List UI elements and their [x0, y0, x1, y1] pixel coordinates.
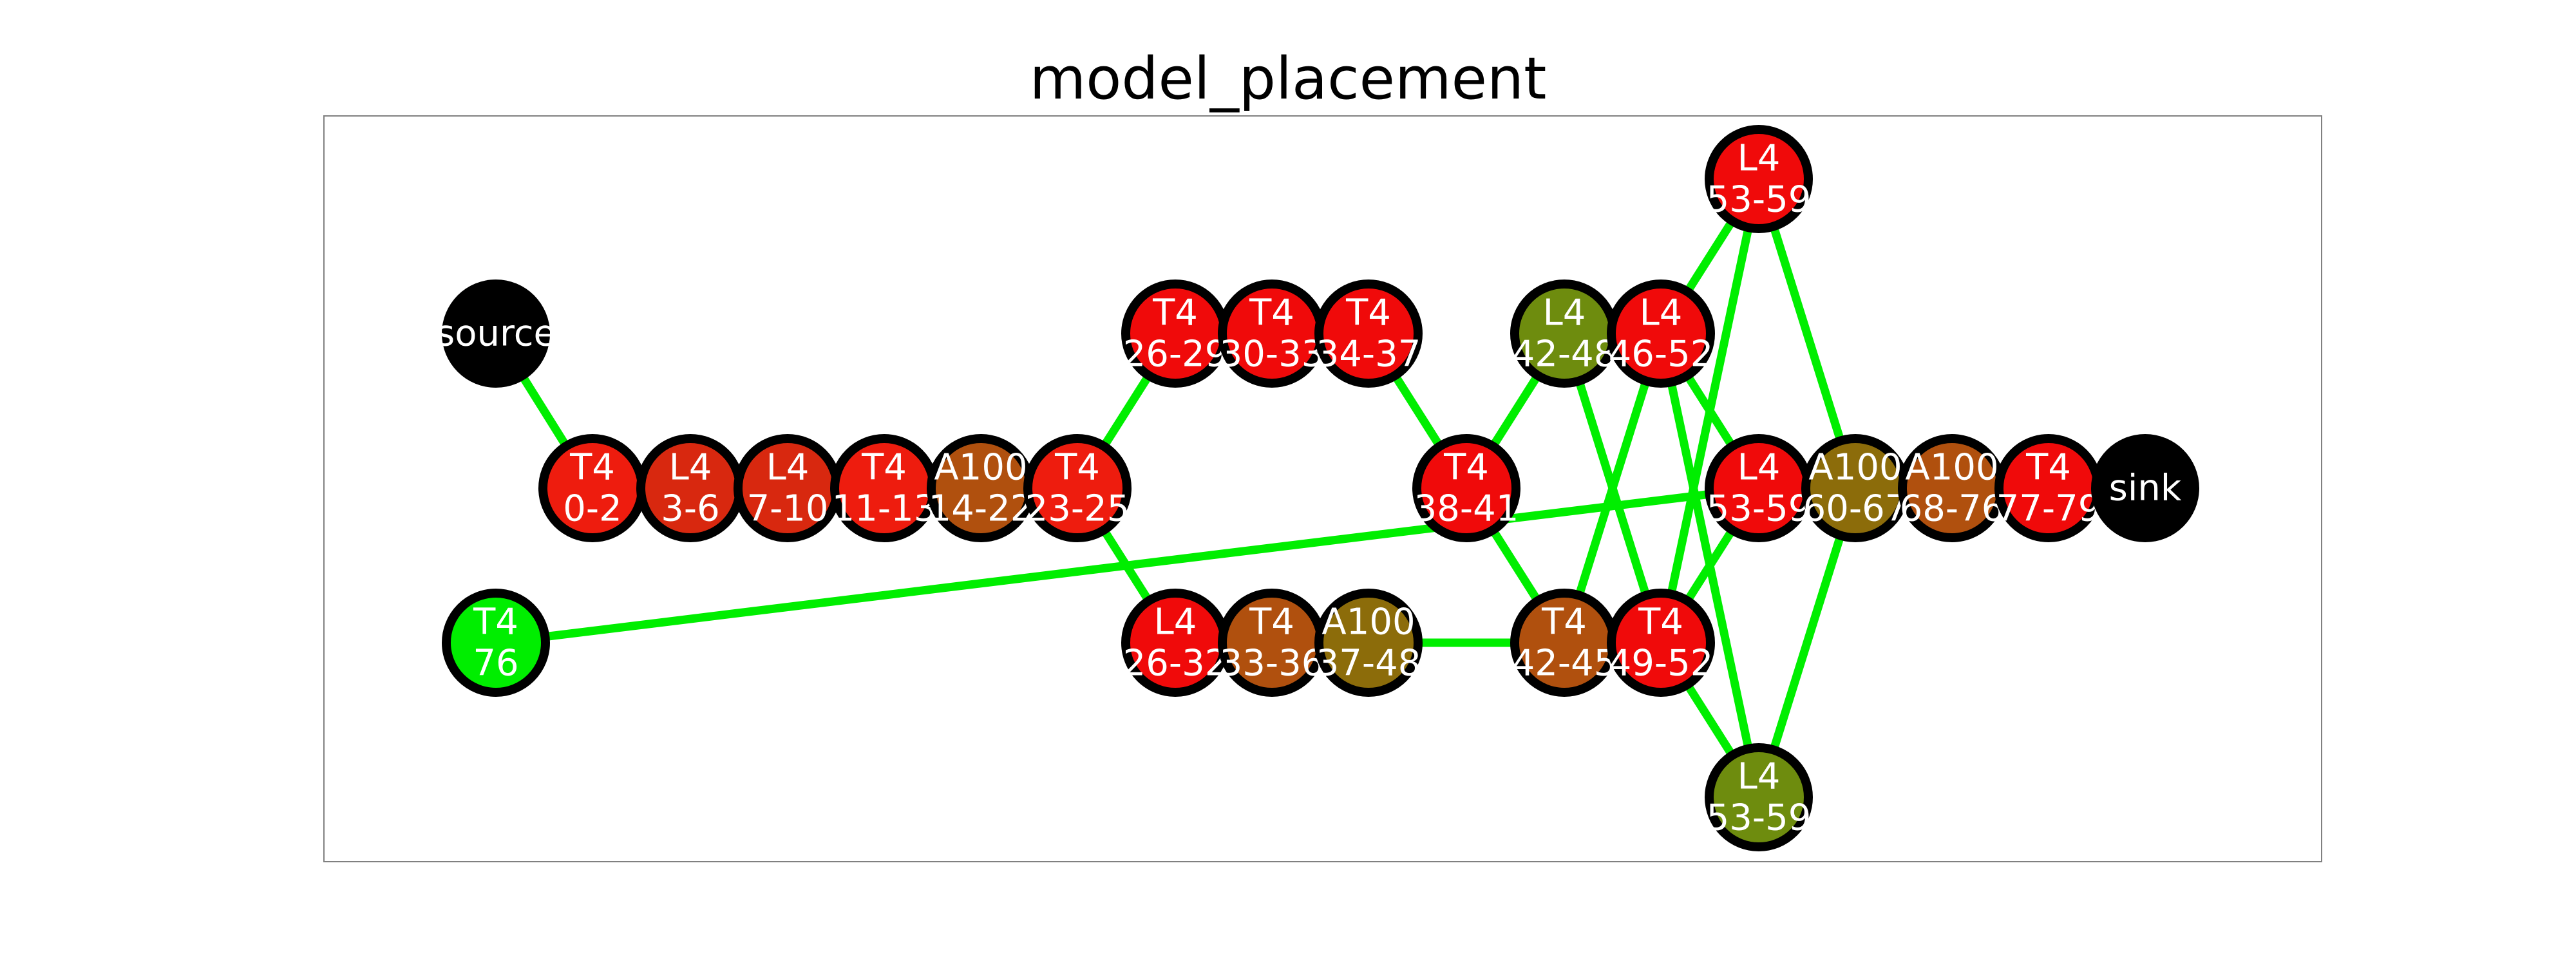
- node-label: 76: [473, 643, 518, 685]
- node-label: 77-79: [1996, 488, 2101, 530]
- node-label: A100: [934, 447, 1027, 489]
- node-l4_7_10: L47-10: [734, 434, 842, 542]
- node-circle: [1705, 125, 1813, 233]
- node-label: T4: [2025, 447, 2071, 489]
- node-circle: [1412, 434, 1520, 542]
- node-label: T4: [1443, 447, 1489, 489]
- node-circle: [1607, 589, 1715, 697]
- node-label: 42-48: [1512, 334, 1617, 375]
- node-label: 60-67: [1803, 488, 1908, 530]
- node-label: 53-59: [1707, 179, 1812, 221]
- edge-t4_49_52-to-l4_53_59_top: [1656, 178, 1763, 644]
- node-label: L4: [1154, 601, 1197, 643]
- node-label: 49-52: [1609, 643, 1714, 685]
- node-label: 33-36: [1220, 643, 1325, 685]
- node-label: T4: [1541, 601, 1587, 643]
- node-label: T4: [1152, 292, 1198, 334]
- node-label: T4: [861, 447, 907, 489]
- node-label: 30-33: [1220, 334, 1325, 375]
- node-label: source: [436, 313, 556, 355]
- node-label: T4: [569, 447, 615, 489]
- node-label: 23-25: [1025, 488, 1130, 530]
- node-label: 53-59: [1707, 797, 1812, 839]
- node-label: 37-48: [1316, 643, 1421, 685]
- node-l4_3_6: L43-6: [636, 434, 744, 542]
- node-circle: [1607, 279, 1715, 388]
- plot-frame: [323, 115, 2322, 862]
- node-label: T4: [1345, 292, 1391, 334]
- node-label: 46-52: [1609, 334, 1714, 375]
- node-label: 53-59: [1707, 488, 1812, 530]
- edge-t4_76-to-l4_53_59_mid: [495, 484, 1759, 647]
- node-label: 68-76: [1900, 488, 2005, 530]
- node-label: L4: [1543, 292, 1586, 334]
- node-layer: sourceT40-2L43-6L47-10T411-13A10014-22T4…: [436, 125, 2199, 851]
- node-label: 26-32: [1123, 643, 1228, 685]
- node-label: L4: [1640, 292, 1683, 334]
- node-label: L4: [766, 447, 810, 489]
- node-t4_0_2: T40-2: [538, 434, 647, 542]
- node-circle: [2091, 434, 2199, 542]
- node-label: A100: [1808, 447, 1902, 489]
- node-label: sink: [2109, 468, 2182, 509]
- node-label: 26-29: [1123, 334, 1228, 375]
- node-circle: [1023, 434, 1132, 542]
- node-label: T4: [1638, 601, 1683, 643]
- node-circle: [442, 589, 550, 697]
- node-label: A100: [1905, 447, 1998, 489]
- node-label: 34-37: [1316, 334, 1421, 375]
- node-label: 3-6: [661, 488, 719, 530]
- node-label: L4: [1738, 447, 1781, 489]
- node-label: 42-45: [1512, 643, 1617, 685]
- node-label: T4: [473, 601, 518, 643]
- node-label: L4: [1738, 138, 1781, 180]
- node-label: T4: [1249, 292, 1294, 334]
- node-circle: [442, 279, 550, 388]
- node-label: A100: [1321, 601, 1415, 643]
- node-label: L4: [1738, 756, 1781, 798]
- node-label: T4: [1249, 601, 1294, 643]
- node-label: T4: [1054, 447, 1100, 489]
- node-circle: [1705, 743, 1813, 851]
- node-label: 14-22: [929, 488, 1034, 530]
- node-label: 0-2: [563, 488, 621, 530]
- node-circle: [1314, 279, 1423, 388]
- node-source: source: [436, 279, 556, 388]
- node-circle: [1314, 589, 1423, 697]
- node-label: 7-10: [746, 488, 828, 530]
- diagram-title: model_placement: [1029, 45, 1547, 113]
- node-label: 11-13: [832, 488, 937, 530]
- node-label: 38-41: [1414, 488, 1519, 530]
- node-label: L4: [669, 447, 712, 489]
- node-sink: sink: [2091, 434, 2199, 542]
